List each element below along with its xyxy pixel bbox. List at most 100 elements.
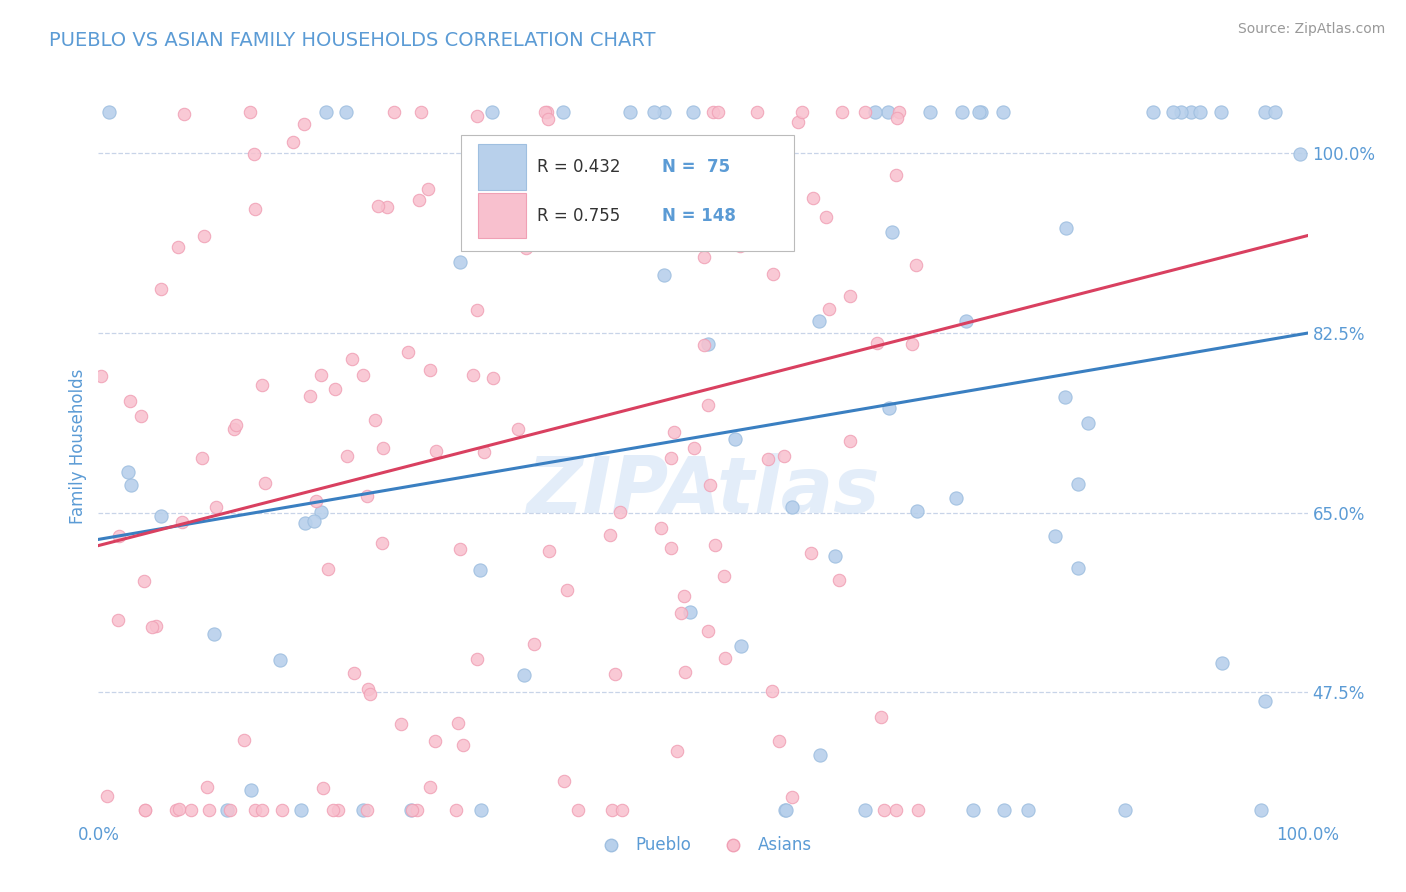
Point [239, 105, 262, 120]
Point [1189, 105, 1212, 120]
Point [673, 589, 696, 603]
Point [364, 412, 387, 426]
Point [250, 803, 273, 817]
Point [270, 803, 292, 817]
Point [780, 790, 803, 805]
Point [993, 803, 1015, 817]
Point [714, 650, 737, 665]
Point [619, 105, 641, 120]
Point [692, 338, 714, 352]
Point [195, 780, 218, 794]
Point [198, 803, 221, 817]
Point [610, 803, 633, 817]
Point [662, 425, 685, 439]
Point [107, 529, 129, 543]
Point [425, 444, 447, 458]
Point [869, 710, 891, 724]
Point [1180, 105, 1202, 120]
Text: ZIPAtlas: ZIPAtlas [526, 453, 880, 529]
Point [408, 194, 430, 208]
Point [853, 105, 876, 120]
Point [567, 803, 589, 817]
Point [605, 666, 627, 681]
Point [1170, 105, 1192, 120]
Point [1253, 694, 1275, 708]
Point [309, 368, 332, 382]
Point [991, 105, 1014, 120]
Point [419, 363, 441, 377]
Point [679, 605, 702, 619]
Point [713, 569, 735, 583]
Point [724, 432, 747, 446]
Point [356, 489, 378, 503]
Point [396, 345, 419, 359]
Point [294, 516, 316, 531]
Point [536, 105, 558, 120]
Point [449, 255, 471, 269]
Point [167, 240, 190, 254]
Point [955, 314, 977, 328]
Point [309, 505, 332, 519]
Point [682, 105, 704, 120]
Point [150, 509, 173, 524]
Point [775, 803, 797, 817]
Point [1289, 146, 1312, 161]
Point [401, 803, 423, 817]
Point [367, 199, 389, 213]
Point [800, 546, 823, 560]
Point [1067, 561, 1090, 575]
Point [533, 105, 555, 120]
Point [683, 441, 706, 455]
Point [730, 238, 752, 252]
Point [730, 639, 752, 653]
Point [865, 105, 887, 120]
Point [299, 389, 322, 403]
Point [950, 105, 973, 120]
Point [468, 563, 491, 577]
Point [643, 105, 665, 120]
Point [391, 717, 413, 731]
Point [907, 803, 929, 817]
Point [523, 637, 546, 651]
Point [873, 803, 896, 817]
Point [882, 225, 904, 239]
Point [599, 528, 621, 542]
Point [905, 504, 928, 518]
Point [405, 803, 427, 817]
Point [665, 743, 688, 757]
Point [839, 434, 862, 448]
Point [970, 105, 993, 120]
Point [399, 803, 422, 817]
Point [217, 803, 239, 817]
Point [707, 105, 730, 120]
Text: N = 148: N = 148 [662, 207, 735, 225]
Point [886, 112, 908, 126]
Point [877, 105, 900, 120]
Point [165, 803, 187, 817]
Point [702, 105, 724, 120]
Point [537, 544, 560, 558]
Point [356, 803, 378, 817]
Point [371, 441, 394, 455]
Point [659, 541, 682, 556]
Point [252, 378, 274, 392]
Point [1142, 105, 1164, 120]
Point [1017, 803, 1039, 817]
Point [470, 803, 492, 817]
Point [808, 748, 831, 763]
Point [107, 613, 129, 627]
Point [233, 733, 256, 747]
Point [740, 219, 762, 233]
Point [120, 478, 142, 492]
Point [145, 619, 167, 633]
Point [411, 105, 433, 120]
Point [382, 105, 405, 120]
Point [132, 574, 155, 589]
Point [318, 562, 340, 576]
Point [117, 465, 139, 479]
Point [773, 803, 796, 817]
Point [335, 105, 357, 120]
Point [292, 117, 315, 131]
Text: R = 0.755: R = 0.755 [537, 207, 620, 225]
Point [315, 105, 337, 120]
